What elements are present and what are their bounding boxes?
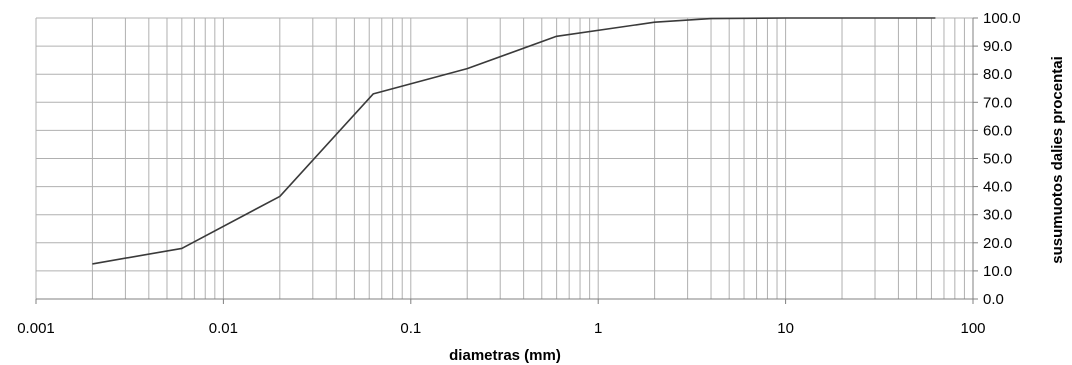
y-tick-label: 90.0	[983, 38, 1012, 55]
y-tick-label: 70.0	[983, 94, 1012, 111]
x-tick-label: 1	[594, 320, 602, 337]
y-tick-label: 10.0	[983, 263, 1012, 280]
y-tick-label: 30.0	[983, 207, 1012, 224]
x-axis-title: diametras (mm)	[449, 347, 561, 364]
y-tick-label: 40.0	[983, 179, 1012, 196]
tick-marks	[35, 17, 978, 304]
y-tick-labels: 0.0 10.0 20.0 30.0 40.0 50.0 60.0 70.0 80.0 90.0 1…	[983, 10, 1021, 308]
data-series	[92, 17, 936, 265]
x-tick-label: 0.001	[17, 320, 55, 337]
x-tick-labels: 0.001 0.01 0.1 1 10 100	[17, 320, 985, 337]
grid	[35, 17, 974, 300]
y-axis-title: susumuotos dalies procentai	[1049, 56, 1066, 264]
x-tick-label: 100	[960, 320, 985, 337]
x-tick-label: 0.1	[400, 320, 421, 337]
y-tick-label: 60.0	[983, 122, 1012, 139]
grading-curve-line	[92, 17, 936, 265]
y-tick-label: 20.0	[983, 235, 1012, 252]
y-tick-label: 50.0	[983, 151, 1012, 168]
y-tick-label: 0.0	[983, 291, 1004, 308]
x-tick-label: 0.01	[209, 320, 238, 337]
y-tick-label: 80.0	[983, 66, 1012, 83]
y-tick-label: 100.0	[983, 10, 1021, 27]
x-tick-label: 10	[777, 320, 794, 337]
